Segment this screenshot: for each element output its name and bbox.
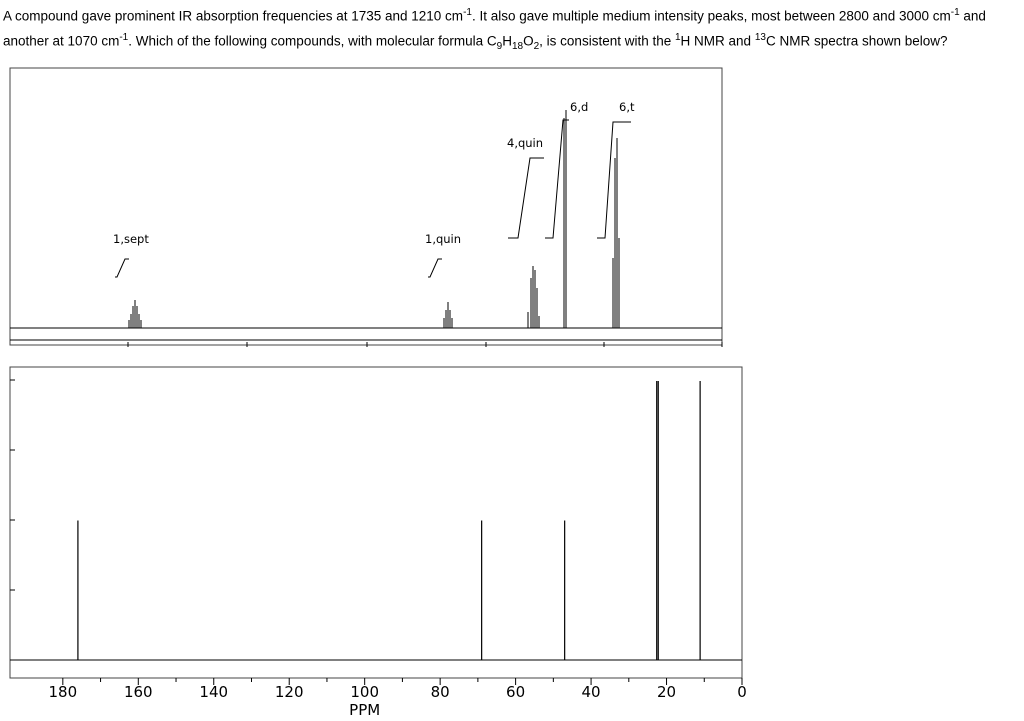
h-peak: [443, 302, 453, 328]
question-text: 18: [511, 40, 524, 52]
question-text: 9: [496, 40, 503, 52]
question-text: 13: [754, 31, 766, 43]
x-tick-label: 20: [657, 683, 676, 701]
x-tick-label: 40: [582, 683, 601, 701]
question-text: and another at 1070 cm: [3, 8, 986, 49]
integral: [115, 258, 129, 278]
x-tick-label: 0: [737, 683, 747, 701]
h-frame: [9, 67, 723, 346]
h-peak: [128, 300, 142, 328]
x-tick-label: 120: [275, 683, 304, 701]
question-text: -1: [463, 7, 472, 18]
question: A compound gave prominent IR absorption …: [3, 2, 1018, 57]
question-text: H: [502, 33, 512, 48]
integral: [428, 258, 442, 278]
question-text: H NMR and: [680, 33, 755, 48]
peak-label: 4,quin: [507, 136, 543, 150]
question-text: C NMR spectra shown below?: [765, 33, 948, 48]
question-text: . Which of the following compounds, with…: [128, 33, 497, 48]
question-text: -1: [119, 31, 129, 43]
x-tick-label: 100: [350, 683, 379, 701]
h-nmr: [9, 67, 723, 347]
peak-label: 6,d: [570, 100, 588, 114]
integral: [545, 119, 569, 239]
question-text: O: [523, 33, 534, 48]
x-tick-label: 180: [49, 683, 78, 701]
question-text: , is consistent with the: [539, 33, 675, 48]
question-text: A compound gave prominent IR absorption …: [3, 8, 464, 24]
question-text: . It also gave multiple medium intensity…: [471, 8, 951, 24]
integral: [508, 157, 544, 239]
peak-label: 1,sept: [113, 232, 149, 246]
c-y-axis: [10, 379, 742, 661]
h-ticks: [127, 342, 723, 347]
h-peak: [563, 110, 567, 328]
question-text: 1: [674, 31, 681, 43]
x-tick-label: 80: [431, 683, 450, 701]
x-tick-label: 60: [506, 683, 525, 701]
c-nmr: 180 160 140 120 100 80 60 40 20 0 PPM: [9, 366, 747, 719]
peak-label: 6,t: [619, 100, 635, 114]
integral: [597, 121, 631, 239]
x-tick-label: 140: [199, 683, 228, 701]
peak-label: 1,quin: [425, 232, 461, 246]
h-peak: [527, 266, 540, 328]
question-text: 2: [533, 40, 540, 52]
h-peak: [612, 138, 620, 328]
x-tick-label: 160: [124, 683, 153, 701]
x-axis-label: PPM: [349, 701, 380, 719]
question-text: -1: [950, 7, 960, 18]
c-frame: [9, 366, 743, 679]
